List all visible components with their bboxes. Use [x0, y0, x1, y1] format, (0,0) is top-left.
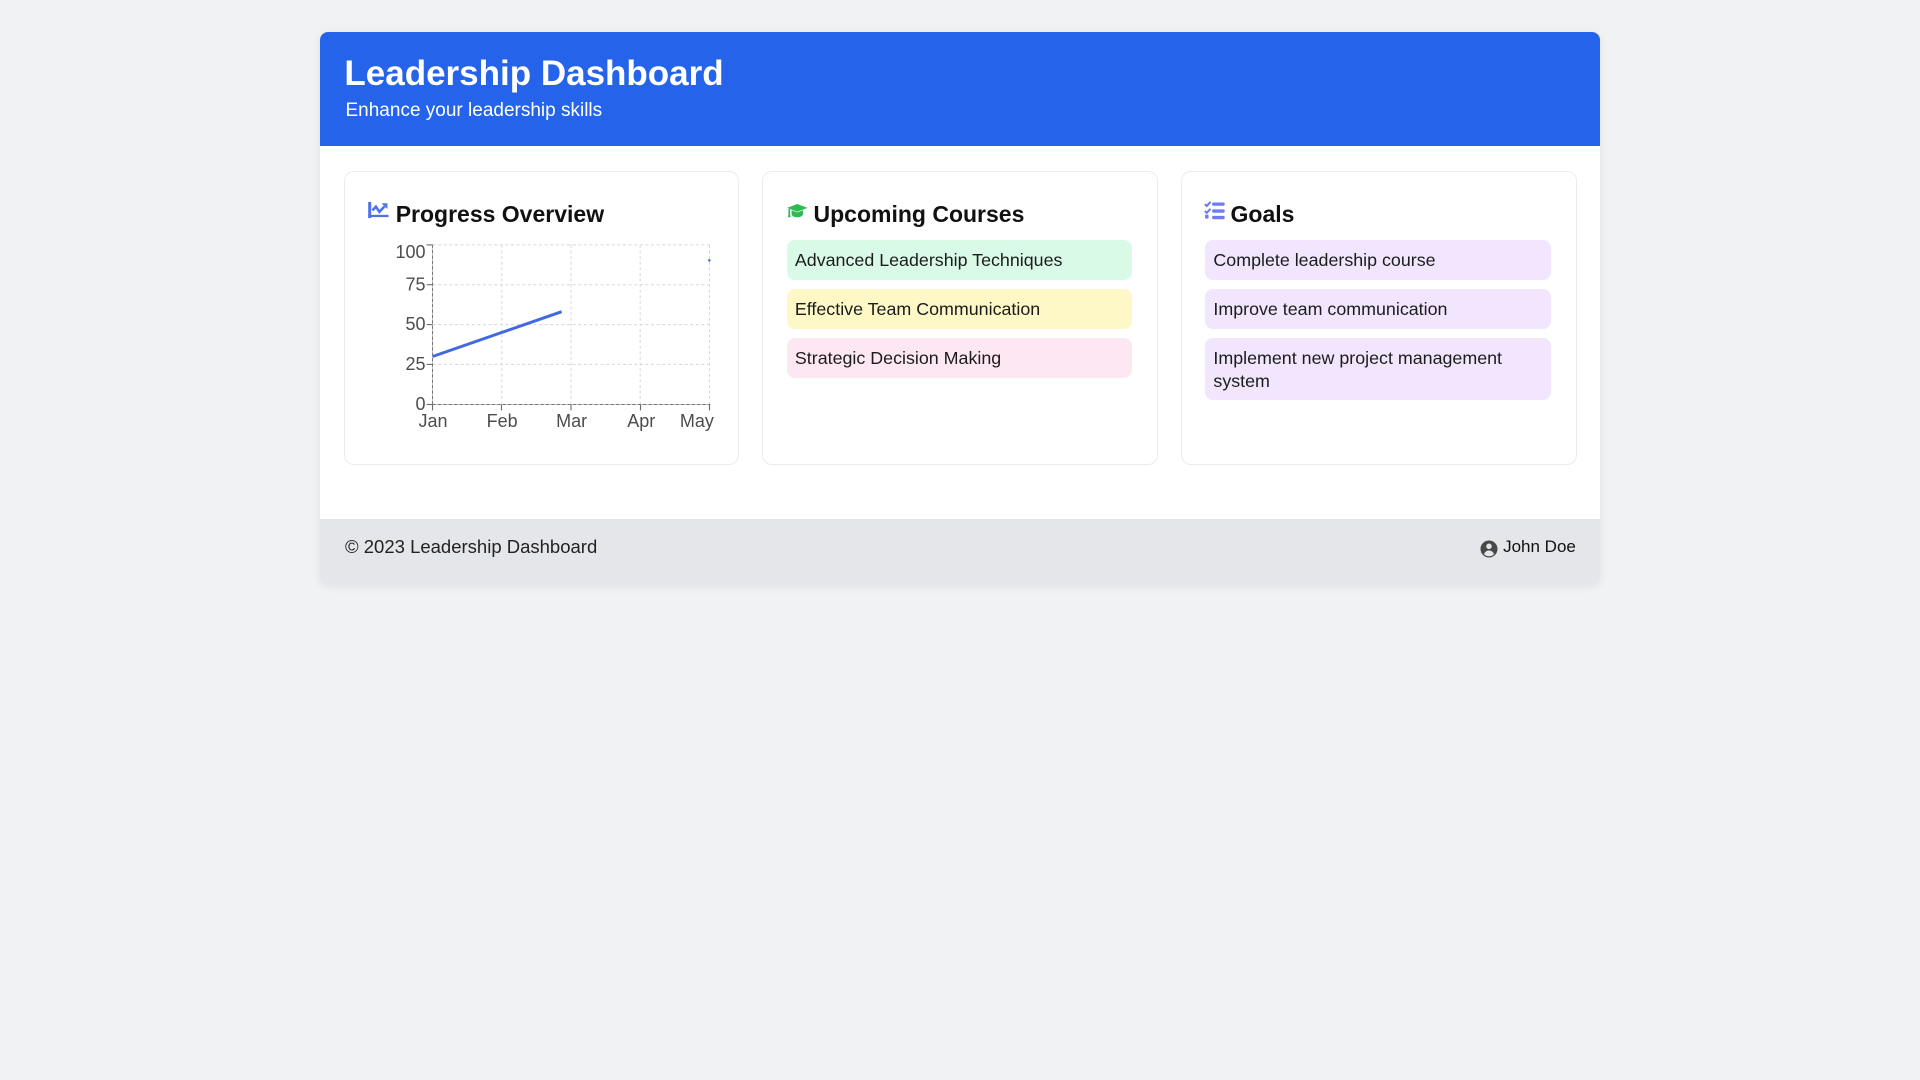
svg-text:100: 100 — [395, 242, 425, 262]
svg-text:0: 0 — [415, 394, 425, 414]
svg-text:Mar: Mar — [556, 411, 587, 431]
svg-text:Jan: Jan — [418, 411, 447, 431]
svg-text:75: 75 — [405, 274, 425, 294]
svg-text:Feb: Feb — [487, 411, 518, 431]
svg-text:25: 25 — [405, 354, 425, 374]
svg-text:May: May — [680, 411, 714, 431]
svg-text:Apr: Apr — [627, 411, 655, 431]
svg-text:50: 50 — [405, 314, 425, 334]
